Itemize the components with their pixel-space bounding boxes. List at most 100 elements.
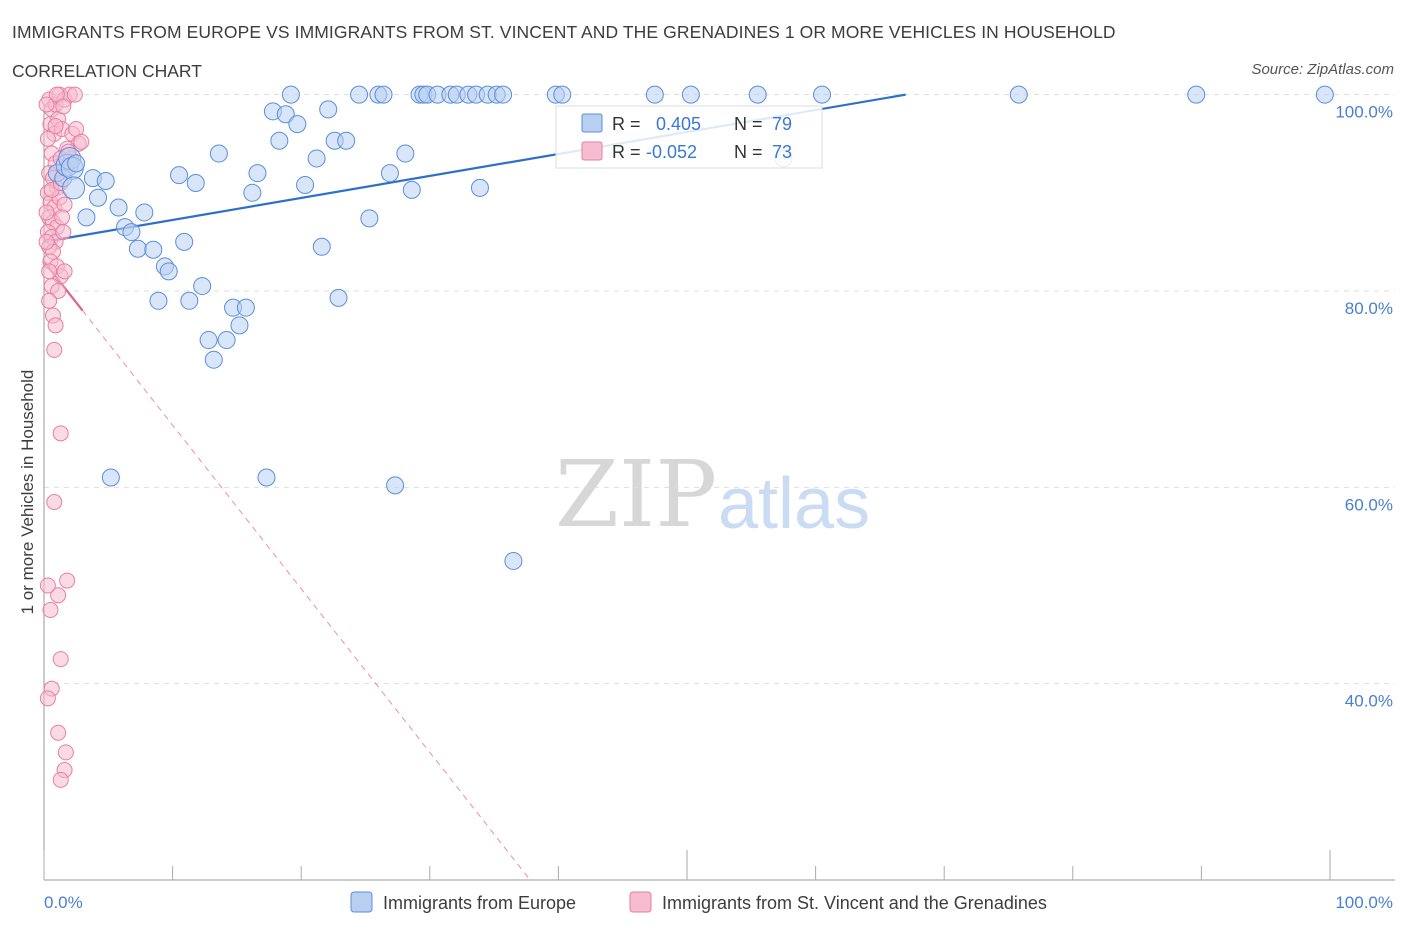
watermark-zip: ZIP <box>555 441 717 548</box>
y-tick-label: 40.0% <box>1345 692 1393 711</box>
point-europe <box>270 131 289 150</box>
point-europe <box>230 316 249 335</box>
point-europe <box>209 144 228 163</box>
point-svg <box>41 292 58 309</box>
point-europe <box>248 164 267 183</box>
point-europe <box>1187 85 1206 104</box>
point-svg <box>57 744 74 761</box>
stats-r-label-svg: R = <box>612 142 641 162</box>
point-svg <box>47 118 64 135</box>
point-europe <box>217 331 236 350</box>
stats-n-value-europe: 79 <box>772 114 792 134</box>
point-svg <box>47 317 64 334</box>
point-svg <box>50 282 67 299</box>
point-europe <box>101 468 120 487</box>
point-europe <box>128 239 147 258</box>
point-svg <box>41 263 58 280</box>
legend-label-svg: Immigrants from St. Vincent and the Gren… <box>662 893 1047 913</box>
point-europe <box>1009 85 1028 104</box>
point-svg <box>50 587 67 604</box>
point-europe <box>257 468 276 487</box>
point-europe <box>386 476 405 495</box>
point-svg <box>42 602 59 619</box>
point-europe <box>149 291 168 310</box>
point-europe <box>186 173 205 192</box>
stats-box: R = 0.405 N = 79 R = -0.052 N = 73 <box>555 105 823 169</box>
point-europe <box>77 208 96 227</box>
chart-title: IMMIGRANTS FROM EUROPE VS IMMIGRANTS FRO… <box>12 22 1116 42</box>
y-tick-label: 100.0% <box>1335 103 1393 122</box>
point-svg <box>73 133 90 150</box>
point-europe <box>748 85 767 104</box>
point-europe <box>360 209 379 228</box>
point-europe <box>288 115 307 134</box>
point-svg <box>38 96 55 113</box>
point-svg <box>39 690 56 707</box>
point-svg <box>38 204 55 221</box>
point-svg <box>52 771 69 788</box>
watermark-atlas: atlas <box>718 464 870 544</box>
point-europe <box>645 85 664 104</box>
y-tick-label: 60.0% <box>1345 495 1393 514</box>
point-europe <box>350 85 369 104</box>
x-tick-labels: 0.0% 100.0% <box>44 893 1393 912</box>
x-tick-label: 0.0% <box>44 893 83 912</box>
point-svg <box>55 224 72 241</box>
point-europe <box>374 85 393 104</box>
point-europe <box>67 154 86 173</box>
point-svg <box>59 572 76 589</box>
point-europe <box>319 100 338 119</box>
stats-r-value-europe: 0.405 <box>656 114 701 134</box>
stats-r-value-svg: -0.052 <box>646 142 697 162</box>
legend-swatch-svg <box>629 891 652 913</box>
point-europe <box>193 277 212 296</box>
point-svg <box>56 263 73 280</box>
point-europe <box>813 85 832 104</box>
point-svg <box>38 233 55 250</box>
point-europe <box>96 172 115 191</box>
trend-line-svg-extension <box>82 310 531 881</box>
point-europe <box>62 176 86 200</box>
point-europe <box>337 131 356 150</box>
chart-source: Source: ZipAtlas.com <box>1251 61 1394 78</box>
point-europe <box>296 175 315 194</box>
point-europe <box>180 291 199 310</box>
point-europe <box>276 105 295 124</box>
point-europe <box>329 288 348 307</box>
point-europe <box>504 551 523 570</box>
point-europe <box>204 350 223 369</box>
point-europe <box>307 149 326 168</box>
watermark: ZIP atlas <box>555 441 870 548</box>
y-tick-labels: 100.0% 80.0% 60.0% 40.0% <box>1335 103 1393 711</box>
point-europe <box>109 198 128 217</box>
y-tick-label: 80.0% <box>1345 299 1393 318</box>
point-europe <box>380 164 399 183</box>
point-svg <box>55 98 72 115</box>
point-europe <box>175 232 194 251</box>
point-europe <box>312 237 331 256</box>
y-axis-label: 1 or more Vehicles in Household <box>18 370 37 615</box>
point-europe <box>1315 85 1334 104</box>
point-europe <box>402 180 421 199</box>
point-europe <box>494 85 513 104</box>
point-europe <box>243 183 262 202</box>
point-europe <box>396 144 415 163</box>
stats-r-label-europe: R = <box>612 114 641 134</box>
legend: Immigrants from Europe Immigrants from S… <box>350 891 1047 913</box>
point-svg <box>66 86 83 103</box>
stats-n-label-svg: N = <box>734 142 763 162</box>
point-svg <box>46 494 63 511</box>
point-europe <box>281 85 300 104</box>
point-europe <box>89 188 108 207</box>
point-europe <box>199 331 218 350</box>
stats-n-label-europe: N = <box>734 114 763 134</box>
point-svg <box>52 651 69 668</box>
point-europe <box>122 223 141 242</box>
x-tick-label: 100.0% <box>1335 893 1393 912</box>
stats-swatch-svg <box>581 141 603 161</box>
point-svg <box>54 209 71 226</box>
point-svg <box>39 577 56 594</box>
stats-swatch-europe <box>581 113 603 133</box>
point-europe <box>144 240 163 259</box>
